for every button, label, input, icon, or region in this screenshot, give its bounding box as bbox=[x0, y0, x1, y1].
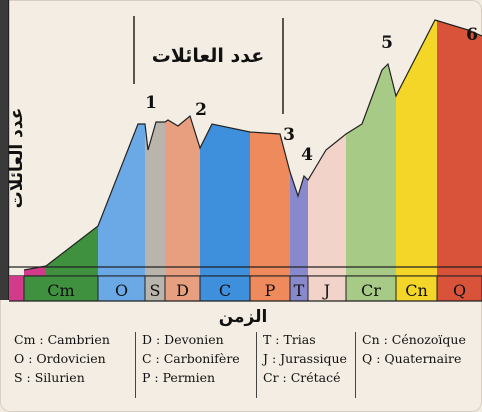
frame-left-line bbox=[8, 0, 10, 300]
extinction-marker-4: 4 bbox=[301, 145, 313, 165]
area-precambrian bbox=[24, 266, 46, 276]
period-code-cr: Cr bbox=[361, 281, 381, 300]
legend-separator bbox=[135, 332, 136, 398]
legend-col-2: D : Devonien C : Carbonifère P : Permien bbox=[142, 330, 240, 387]
legend-item: D : Devonien bbox=[142, 332, 224, 347]
band-cell-cr bbox=[345, 275, 397, 302]
area-q bbox=[437, 20, 482, 276]
area-cn bbox=[396, 20, 437, 276]
band-cell-cm bbox=[23, 275, 99, 302]
extinction-marker-1: 1 bbox=[145, 93, 157, 113]
legend-item: T : Trias bbox=[263, 332, 316, 347]
family-diversity-diagram: Cm O S D C P T J Cr Cn Q عدد العائلات عدد العائلات… bbox=[0, 0, 482, 327]
legend-item: Cm : Cambrien bbox=[14, 332, 110, 347]
period-code-p: P bbox=[265, 281, 276, 300]
period-areas bbox=[24, 20, 482, 276]
legend-item: Q : Quaternaire bbox=[362, 351, 462, 366]
area-s bbox=[145, 122, 165, 276]
area-cm bbox=[46, 226, 98, 276]
period-code-d: D bbox=[176, 281, 189, 300]
top-label: عدد العائلات bbox=[152, 45, 264, 67]
legend-col-4: Cn : Cénozoïque Q : Quaternaire bbox=[362, 330, 466, 368]
legend-col-1: Cm : Cambrien O : Ordovicien S : Silurie… bbox=[14, 330, 110, 387]
legend-separator bbox=[256, 332, 257, 398]
area-c bbox=[200, 124, 250, 276]
band-cell-precambrian bbox=[9, 276, 24, 301]
period-code-cn: Cn bbox=[405, 281, 428, 300]
legend-col-3: T : Trias J : Jurassique Cr : Crétacé bbox=[263, 330, 347, 387]
legend-item: S : Silurien bbox=[14, 370, 85, 385]
legend-item: O : Ordovicien bbox=[14, 351, 106, 366]
extinction-markers: 1 2 34 5 6 bbox=[145, 25, 478, 165]
area-o bbox=[98, 124, 145, 276]
legend-item: Cr : Crétacé bbox=[263, 370, 341, 385]
period-code-j: J bbox=[322, 281, 330, 300]
period-code-s: S bbox=[150, 281, 161, 300]
area-j bbox=[308, 134, 346, 276]
extinction-marker-6: 6 bbox=[466, 25, 478, 45]
band-cell-c bbox=[199, 275, 251, 302]
period-code-q: Q bbox=[453, 281, 466, 300]
legend-item: Cn : Cénozoïque bbox=[362, 332, 466, 347]
legend: Cm : Cambrien O : Ordovicien S : Silurie… bbox=[14, 330, 478, 412]
period-code-t: T bbox=[294, 281, 305, 300]
precambrian-strip bbox=[0, 0, 8, 300]
extinction-marker-2: 2 bbox=[195, 100, 207, 120]
period-band: Cm O S D C P T J Cr Cn Q bbox=[9, 275, 482, 302]
band-cell-q bbox=[436, 275, 482, 302]
extinction-marker-5: 5 bbox=[381, 33, 393, 53]
legend-separator bbox=[355, 332, 356, 398]
y-axis-label: عدد العائلات bbox=[7, 108, 27, 209]
extinction-marker-3: 3 bbox=[283, 125, 295, 145]
legend-item: C : Carbonifère bbox=[142, 351, 240, 366]
legend-item: P : Permien bbox=[142, 370, 216, 385]
area-t bbox=[290, 172, 308, 276]
area-p bbox=[250, 132, 290, 276]
band-cell-d bbox=[164, 275, 201, 302]
area-cr bbox=[346, 64, 396, 276]
period-code-cm: Cm bbox=[47, 281, 74, 300]
legend-item: J : Jurassique bbox=[263, 351, 347, 366]
period-code-o: O bbox=[115, 281, 128, 300]
diversity-curve bbox=[23, 19, 482, 271]
x-axis-label: الزمن bbox=[219, 307, 268, 327]
period-code-c: C bbox=[219, 281, 231, 300]
area-d bbox=[165, 116, 200, 276]
band-cell-cn bbox=[395, 275, 438, 302]
